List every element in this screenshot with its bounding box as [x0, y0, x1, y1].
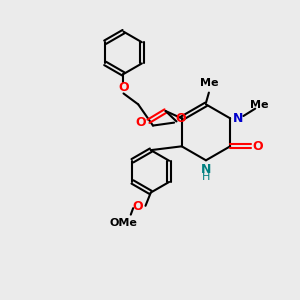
Text: OMe: OMe: [110, 218, 137, 229]
Text: O: O: [253, 140, 263, 153]
Text: N: N: [233, 112, 244, 125]
Text: H: H: [202, 172, 210, 182]
Text: O: O: [136, 116, 146, 129]
Text: O: O: [132, 200, 142, 213]
Text: Me: Me: [250, 100, 269, 110]
Text: Me: Me: [200, 78, 218, 88]
Text: N: N: [201, 163, 211, 176]
Text: O: O: [118, 81, 129, 94]
Text: O: O: [175, 112, 186, 125]
